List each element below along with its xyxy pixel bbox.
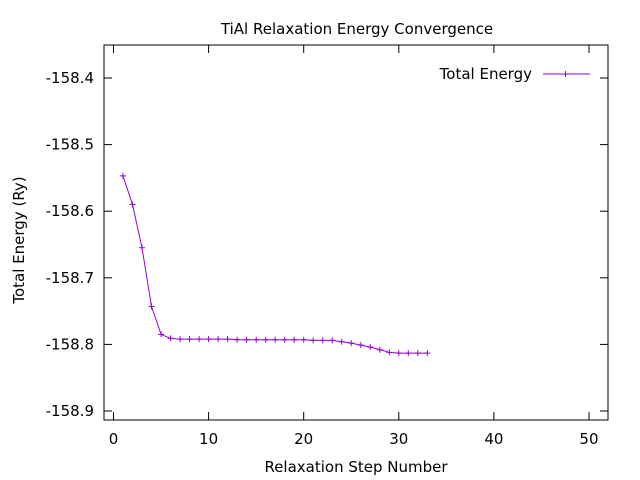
data-point-marker — [224, 336, 231, 343]
x-tick-label: 50 — [579, 430, 598, 448]
x-tick-label: 40 — [484, 430, 503, 448]
data-point-marker — [338, 338, 345, 345]
legend-marker-sample — [562, 71, 569, 77]
data-point-marker — [405, 350, 412, 357]
data-point-marker — [319, 337, 326, 344]
data-point-marker — [329, 337, 336, 344]
data-point-marker — [386, 349, 393, 356]
legend: Total Energy — [439, 65, 590, 83]
data-point-marker — [291, 336, 298, 343]
series-layer — [120, 172, 431, 357]
y-tick-label: -158.4 — [46, 69, 94, 87]
y-tick-label: -158.7 — [46, 269, 94, 287]
data-point-marker — [129, 201, 136, 208]
data-point-marker — [158, 331, 165, 338]
data-point-marker — [148, 303, 155, 310]
data-point-marker — [348, 340, 355, 347]
y-axis-label: Total Energy (Ry) — [10, 176, 28, 304]
data-point-marker — [357, 342, 364, 349]
data-point-marker — [243, 336, 250, 343]
data-point-marker — [205, 336, 212, 343]
x-tick-label: 20 — [294, 430, 313, 448]
data-point-marker — [281, 336, 288, 343]
data-point-marker — [186, 336, 193, 343]
x-axis-label: Relaxation Step Number — [264, 458, 448, 476]
data-point-marker — [376, 346, 383, 353]
data-point-marker — [120, 172, 126, 179]
data-point-marker — [414, 350, 421, 357]
data-point-marker — [167, 335, 174, 342]
data-point-marker — [300, 336, 307, 343]
data-point-marker — [262, 336, 269, 343]
y-tick-label: -158.9 — [46, 402, 94, 420]
data-point-marker — [139, 244, 145, 251]
legend-label: Total Energy — [439, 65, 532, 83]
y-tick-label: -158.6 — [46, 202, 94, 220]
y-tick-label: -158.5 — [46, 136, 94, 154]
data-point-marker — [253, 336, 260, 343]
plot-area-frame — [103, 44, 609, 421]
data-point-marker — [177, 336, 184, 343]
y-axis: -158.4 -158.5 -158.6 -158.7 -158.8 -158.9 — [46, 69, 608, 420]
y-tick-label: -158.8 — [46, 335, 94, 353]
x-tick-label: 0 — [109, 430, 119, 448]
data-point-marker — [424, 350, 431, 357]
data-point-marker — [196, 336, 203, 343]
chart-title: TiAl Relaxation Energy Convergence — [220, 20, 493, 38]
x-axis: 0 10 20 30 40 50 — [109, 45, 599, 448]
data-point-marker — [272, 336, 279, 343]
data-point-marker — [367, 344, 374, 351]
data-point-marker — [215, 336, 222, 343]
x-tick-label: 30 — [389, 430, 408, 448]
data-point-marker — [234, 336, 241, 343]
series-line — [122, 175, 428, 354]
x-tick-label: 10 — [199, 430, 218, 448]
data-point-marker — [310, 337, 317, 344]
data-point-marker — [395, 350, 402, 357]
